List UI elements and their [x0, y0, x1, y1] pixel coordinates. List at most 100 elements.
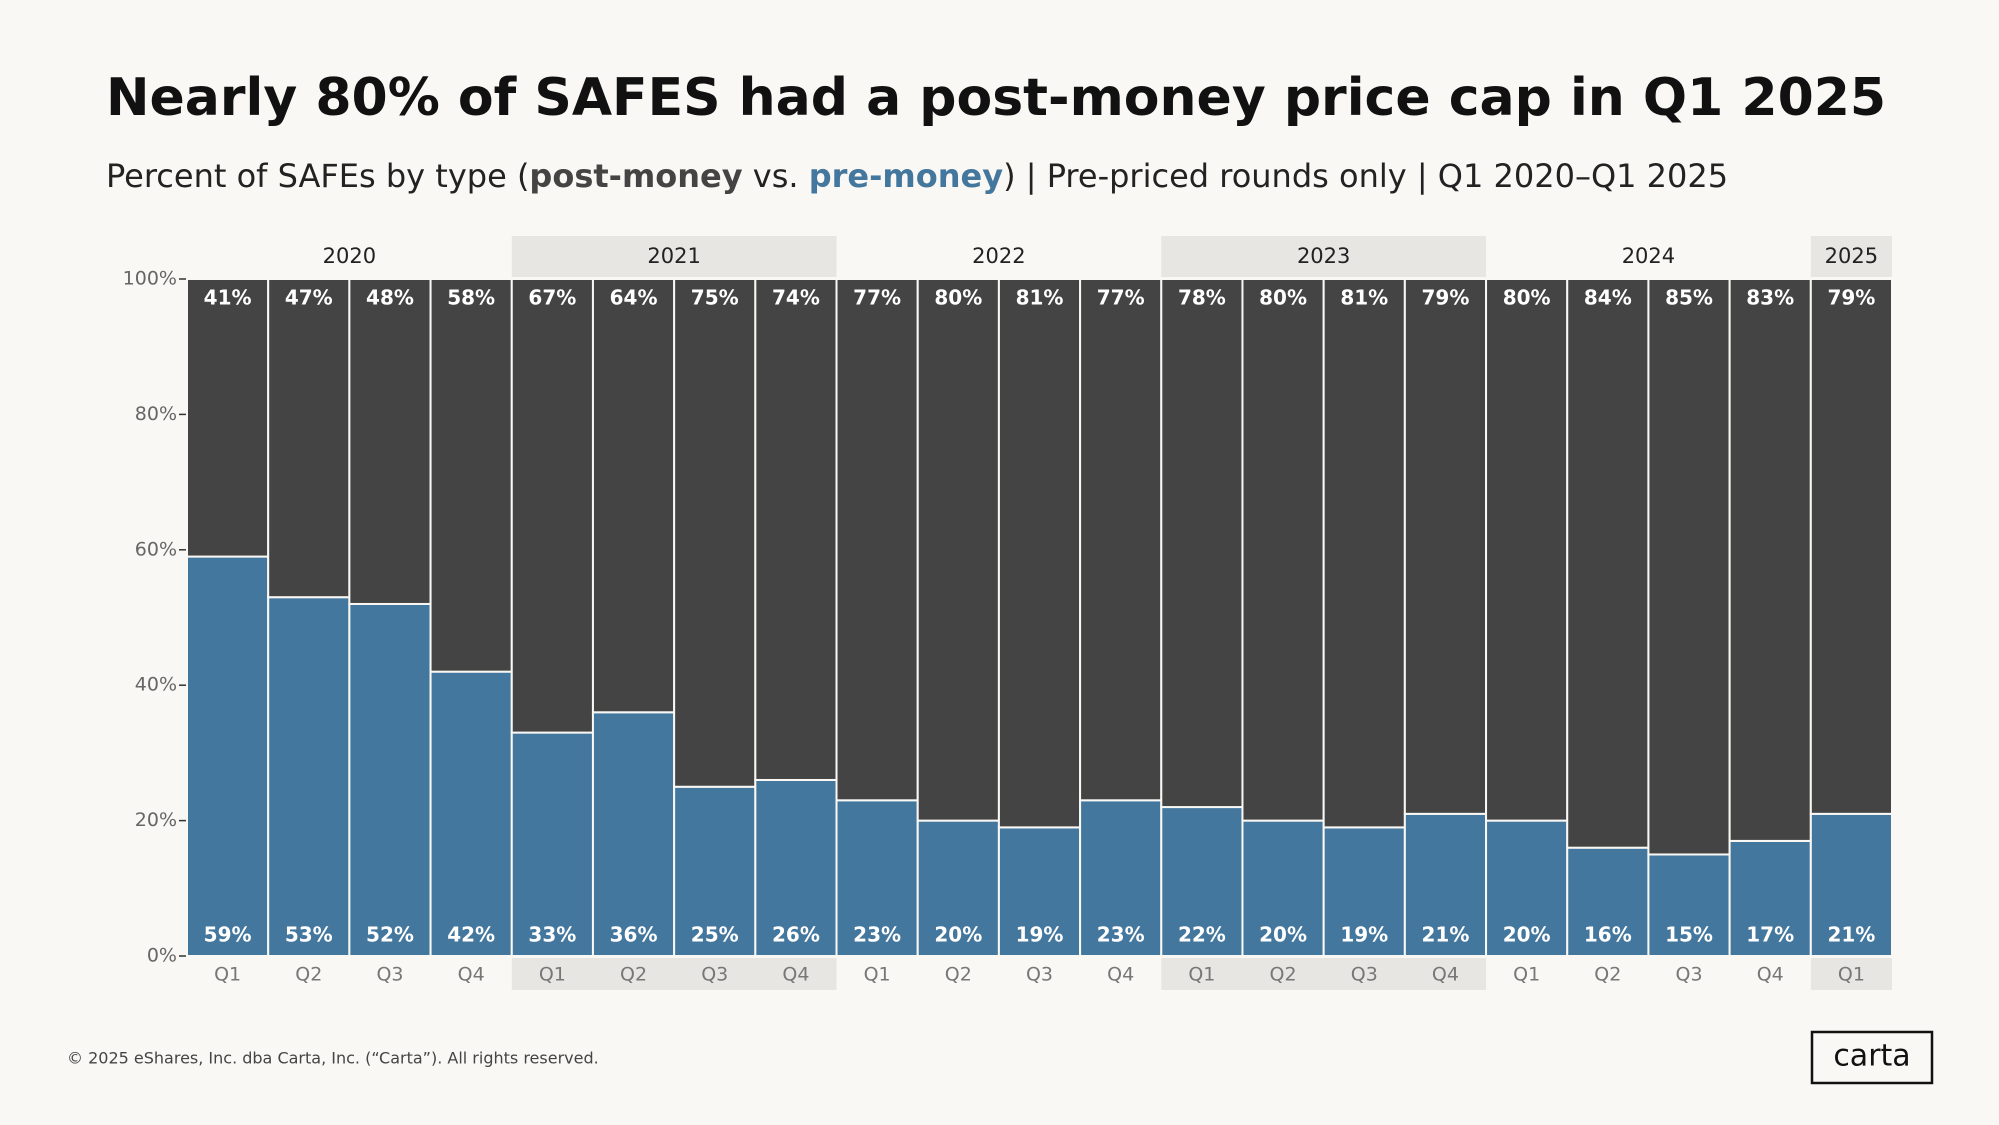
x-tick-label: Q1: [1188, 964, 1215, 986]
x-tick-label: Q3: [1351, 964, 1378, 986]
quarter-band: [1810, 958, 1892, 990]
y-tick-label: 60%: [135, 538, 177, 560]
value-label: 85%: [1665, 286, 1713, 310]
value-label: 79%: [1827, 286, 1875, 310]
x-tick-label: Q2: [1594, 964, 1621, 986]
value-label: 22%: [1178, 923, 1226, 947]
value-label: 19%: [1016, 923, 1064, 947]
year-band: [1810, 236, 1892, 277]
bar-segment: [916, 278, 1000, 822]
value-label: 16%: [1584, 923, 1632, 947]
value-label: 33%: [528, 923, 576, 947]
value-label: 79%: [1422, 286, 1470, 310]
value-label: 23%: [853, 923, 901, 947]
value-label: 75%: [691, 286, 739, 310]
value-label: 77%: [1097, 286, 1145, 310]
bar-segment: [673, 278, 757, 788]
value-label: 81%: [1340, 286, 1388, 310]
bar-segment: [267, 278, 351, 599]
bar-segment: [754, 278, 838, 781]
value-label: 80%: [934, 286, 982, 310]
subtitle-text: ) | Pre-priced rounds only | Q1 2020–Q1 …: [1003, 157, 1728, 195]
logo: carta: [1833, 1039, 1910, 1074]
bar-segment: [1485, 819, 1569, 957]
bar-segment: [510, 731, 594, 958]
value-label: 48%: [366, 286, 414, 310]
x-tick-label: Q1: [539, 964, 566, 986]
bar-segment: [348, 278, 432, 605]
footer: © 2025 eShares, Inc. dba Carta, Inc. (“C…: [67, 1049, 599, 1068]
x-tick-label: Q1: [864, 964, 891, 986]
bar-segment: [186, 555, 270, 957]
bar-segment: [1728, 278, 1812, 842]
y-tick-label: 100%: [123, 268, 177, 290]
value-label: 36%: [610, 923, 658, 947]
subtitle-text: Percent of SAFEs by type (: [106, 157, 529, 195]
bar-segment: [1566, 846, 1650, 957]
year-label: 2020: [323, 244, 376, 268]
value-label: 26%: [772, 923, 820, 947]
x-tick-label: Q2: [295, 964, 322, 986]
bar-segment: [835, 278, 919, 802]
value-label: 42%: [447, 923, 495, 947]
value-label: 84%: [1584, 286, 1632, 310]
x-tick-label: Q4: [1432, 964, 1459, 986]
value-label: 17%: [1746, 923, 1794, 947]
bar-segment: [591, 278, 676, 714]
bar-segment: [510, 278, 594, 734]
bar-segment: [1403, 278, 1488, 815]
x-tick-label: Q1: [214, 964, 241, 986]
bar-segment: [673, 785, 757, 957]
year-label: 2021: [647, 244, 700, 268]
value-label: 80%: [1503, 286, 1551, 310]
value-label: 20%: [934, 923, 982, 947]
value-label: 21%: [1422, 923, 1470, 947]
value-label: 21%: [1827, 923, 1875, 947]
legend-post-money: post-money: [529, 157, 742, 195]
value-label: 23%: [1097, 923, 1145, 947]
quarter-band: [511, 958, 837, 990]
bar-segment: [916, 819, 1000, 957]
y-tick-label: 20%: [135, 809, 177, 831]
value-label: 52%: [366, 923, 414, 947]
bar-segment: [1160, 278, 1244, 809]
bar-segment: [835, 799, 919, 957]
x-tick-label: Q1: [1513, 964, 1540, 986]
x-tick-label: Q3: [1026, 964, 1053, 986]
value-label: 53%: [285, 923, 333, 947]
x-tick-label: Q3: [701, 964, 728, 986]
value-label: 78%: [1178, 286, 1226, 310]
year-band: [1161, 236, 1487, 277]
bar-segment: [1809, 812, 1894, 958]
chart-subtitle: Percent of SAFEs by type (post-money vs.…: [106, 157, 1728, 195]
x-tick-label: Q3: [1676, 964, 1703, 986]
x-tick-label: Q2: [945, 964, 972, 986]
chart-title: Nearly 80% of SAFES had a post-money pri…: [106, 68, 1886, 128]
year-label: 2023: [1297, 244, 1350, 268]
bar-segment: [1566, 278, 1650, 849]
x-tick-label: Q1: [1838, 964, 1865, 986]
bar-segment: [1647, 853, 1731, 958]
year-label: 2025: [1825, 244, 1878, 268]
bar-segment: [997, 826, 1082, 957]
value-label: 64%: [610, 286, 658, 310]
bar-segment: [186, 278, 270, 558]
year-band: [511, 236, 837, 277]
value-label: 80%: [1259, 286, 1307, 310]
logo-box: [1810, 1030, 1934, 1085]
value-label: 74%: [772, 286, 820, 310]
x-tick-label: Q3: [376, 964, 403, 986]
x-tick-label: Q4: [458, 964, 485, 986]
bar-segment: [1647, 278, 1731, 856]
value-label: 67%: [528, 286, 576, 310]
value-label: 58%: [447, 286, 495, 310]
y-tick-label: 80%: [135, 403, 177, 425]
x-tick-label: Q4: [1757, 964, 1784, 986]
quarter-band: [1161, 958, 1487, 990]
bar-segment: [348, 602, 432, 958]
value-label: 83%: [1746, 286, 1794, 310]
year-label: 2022: [972, 244, 1025, 268]
year-label: 2024: [1622, 244, 1675, 268]
bar-segment: [591, 711, 676, 958]
x-tick-label: Q4: [782, 964, 809, 986]
